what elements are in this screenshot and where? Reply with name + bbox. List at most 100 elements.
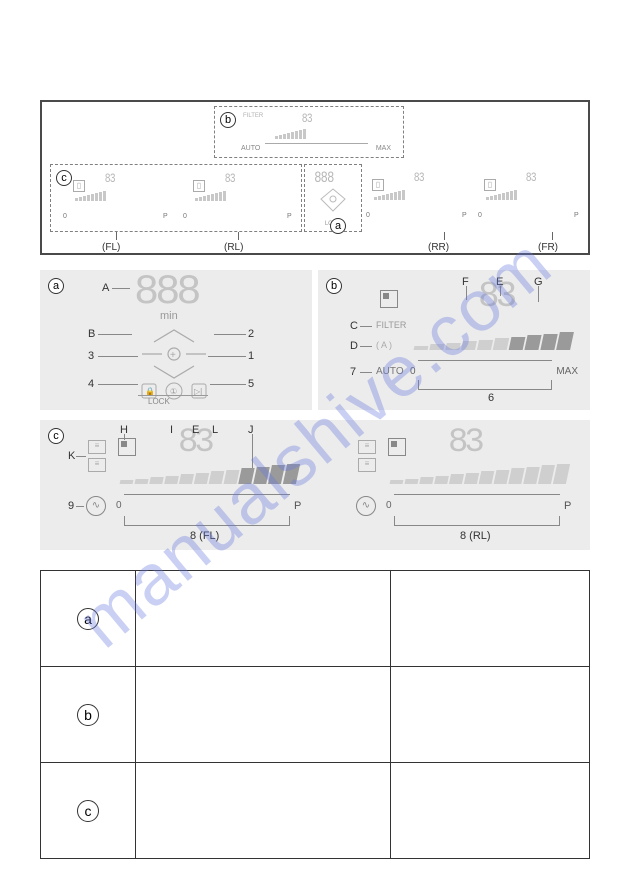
tick-rl bbox=[238, 232, 239, 240]
seg-fr: 83 bbox=[526, 170, 536, 185]
cross-pad: + 🔒 ① ▷| bbox=[134, 322, 214, 402]
row-badge-c: c bbox=[77, 800, 99, 822]
row-extra-cell bbox=[391, 667, 590, 763]
callout-1: 1 bbox=[248, 350, 254, 362]
line-4 bbox=[98, 384, 138, 385]
zero-cr: 0 bbox=[386, 500, 392, 511]
sub-8fl: 8 (FL) bbox=[190, 530, 219, 542]
mode-box-icon bbox=[380, 290, 398, 308]
seg-display-b: 83 bbox=[302, 111, 312, 126]
line-K bbox=[76, 456, 86, 457]
line-1 bbox=[208, 356, 246, 357]
line-C bbox=[360, 326, 372, 327]
sub-8rl: 8 (RL) bbox=[460, 530, 491, 542]
callout-9: 9 bbox=[68, 500, 74, 512]
row-extra-cell bbox=[391, 571, 590, 667]
scale-p-c2: P bbox=[287, 213, 292, 220]
bars-c-right bbox=[390, 464, 568, 484]
circle-label-a: a bbox=[330, 218, 346, 234]
table-row: c bbox=[41, 763, 590, 859]
line-2 bbox=[214, 334, 246, 335]
bars-c2 bbox=[195, 191, 226, 201]
scale-0-fr: 0 bbox=[478, 212, 482, 219]
scale-p-c1: P bbox=[163, 213, 168, 220]
min-label: min bbox=[160, 310, 178, 322]
line-9 bbox=[76, 506, 84, 507]
circle-label-b: b bbox=[220, 112, 236, 128]
row-desc-cell bbox=[136, 571, 391, 667]
bars-c1 bbox=[75, 191, 106, 201]
callout-6: 6 bbox=[488, 392, 494, 404]
overview-zone-c: ▯ 83 0 P ▯ 83 0 P bbox=[50, 164, 302, 232]
range-line-cr bbox=[394, 494, 560, 495]
line-B bbox=[98, 334, 132, 335]
auto-label-mini: AUTO bbox=[241, 145, 260, 152]
callout-A: A bbox=[102, 282, 109, 294]
max-b: MAX bbox=[556, 366, 578, 377]
callout-5: 5 bbox=[248, 378, 254, 390]
filter-label: FILTER bbox=[376, 320, 406, 330]
callout-B: B bbox=[88, 328, 95, 340]
line-H bbox=[124, 434, 125, 440]
line-A bbox=[112, 288, 130, 289]
line-F bbox=[466, 286, 467, 300]
auto-label: AUTO bbox=[376, 366, 404, 377]
seg-c1: 83 bbox=[105, 171, 115, 186]
main-diagram: FILTER 83 AUTO MAX b ▯ 83 0 P ▯ 83 0 P c… bbox=[40, 100, 590, 255]
tick-fl bbox=[116, 232, 117, 240]
mode-box-icon-cr bbox=[388, 438, 406, 456]
zone-stack-icons: ≡ ≡ bbox=[88, 440, 106, 476]
pos-label-rr: (RR) bbox=[428, 242, 449, 253]
scale-p-fr: P bbox=[574, 212, 579, 219]
seg-rr: 83 bbox=[414, 170, 424, 185]
line-E bbox=[500, 286, 501, 296]
p-cr: P bbox=[564, 500, 571, 512]
panel-a-seg: 888 bbox=[134, 268, 198, 316]
overview-zone-b: FILTER 83 AUTO MAX bbox=[214, 106, 404, 158]
callout-C: C bbox=[350, 320, 358, 332]
range-line-panel-b bbox=[418, 360, 552, 361]
scale-p-rr: P bbox=[462, 212, 467, 219]
cross-mini bbox=[315, 187, 351, 213]
range-line-b bbox=[265, 143, 368, 144]
panel-c-badge: c bbox=[48, 428, 64, 444]
d-note: ( A ) bbox=[376, 340, 392, 350]
panel-c: c ≡ ≡ ∿ K 9 H 83 I E L J 0 P 8 (FL) ≡ ≡ … bbox=[40, 420, 590, 550]
zone-stack-icons-r: ≡ ≡ bbox=[358, 440, 376, 476]
p-cl: P bbox=[294, 500, 301, 512]
svg-text:+: + bbox=[170, 350, 176, 361]
panel-c-seg-r: 83 bbox=[448, 424, 481, 462]
bars-c-left bbox=[120, 464, 298, 484]
seg-c2: 83 bbox=[225, 171, 235, 186]
filter-label-mini: FILTER bbox=[243, 113, 263, 119]
row-extra-cell bbox=[391, 763, 590, 859]
callout-L: L bbox=[212, 424, 218, 436]
panel-a-badge: a bbox=[48, 278, 64, 294]
bracket-8fl bbox=[124, 516, 290, 526]
tick-rr bbox=[444, 232, 445, 240]
range-line-cl bbox=[124, 494, 290, 495]
pos-label-fl: (FL) bbox=[102, 242, 120, 253]
hot-surface-icon: ∿ bbox=[86, 496, 106, 516]
table-row: a bbox=[41, 571, 590, 667]
pos-label-rl: (RL) bbox=[224, 242, 243, 253]
callout-3: 3 bbox=[88, 350, 94, 362]
bars-rr bbox=[374, 190, 405, 200]
row-badge-cell: b bbox=[41, 667, 136, 763]
line-D bbox=[360, 346, 372, 347]
lock-label: LOCK bbox=[148, 397, 170, 406]
zero-cl: 0 bbox=[116, 500, 122, 511]
pos-label-fr: (FR) bbox=[538, 242, 558, 253]
line-5 bbox=[210, 384, 246, 385]
tick-fr bbox=[552, 232, 553, 240]
callout-2: 2 bbox=[248, 328, 254, 340]
mode-box-icon-c bbox=[118, 438, 136, 456]
row-badge-cell: a bbox=[41, 571, 136, 667]
panel-b-badge: b bbox=[326, 278, 342, 294]
line-7 bbox=[360, 372, 372, 373]
scale-0-rr: 0 bbox=[366, 212, 370, 219]
callout-Ec: E bbox=[192, 424, 199, 436]
scale-0-c2: 0 bbox=[183, 213, 187, 220]
bars-mini-b bbox=[275, 129, 306, 139]
row-desc-cell bbox=[136, 763, 391, 859]
